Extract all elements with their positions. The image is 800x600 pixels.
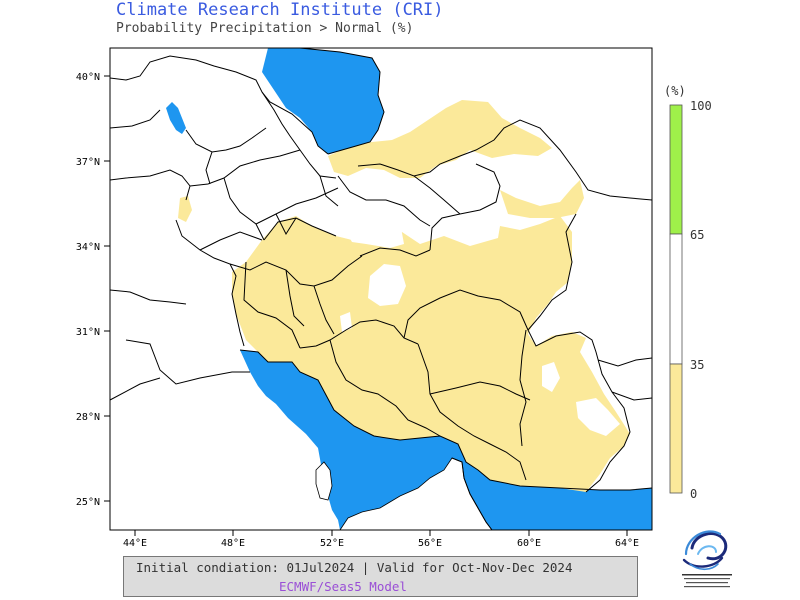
lat-tick-label: 40°N	[76, 72, 100, 83]
model-name-text: ECMWF/Seas5 Model	[279, 579, 407, 594]
colorbar: (%) 100 65 35 0	[664, 84, 712, 501]
normal-hole-2	[576, 398, 620, 436]
lat-tick-label: 25°N	[76, 497, 100, 508]
normal-hole-4	[346, 222, 404, 248]
lat-tick-label: 34°N	[76, 242, 100, 253]
lon-tick-label: 56°E	[418, 538, 442, 549]
colorbar-label: 100	[690, 99, 712, 113]
normal-hole-1	[368, 264, 406, 306]
map-title: Climate Research Institute (CRI)	[116, 0, 444, 20]
below-normal-region	[232, 216, 630, 492]
below-normal-north	[328, 100, 552, 178]
persian-gulf	[240, 350, 652, 530]
lat-tick-label: 28°N	[76, 412, 100, 423]
below-normal-northeast	[500, 180, 584, 218]
colorbar-label: 65	[690, 228, 704, 242]
normal-hole-3	[542, 362, 560, 392]
lon-tick-label: 48°E	[221, 538, 245, 549]
colorbar-label: 0	[690, 487, 697, 501]
borders	[110, 55, 652, 493]
lat-tick-label: 31°N	[76, 327, 100, 338]
below-normal-west	[178, 196, 192, 222]
lat-tick-label: 37°N	[76, 157, 100, 168]
colorbar-above-normal	[669, 104, 683, 235]
cri-logo-icon	[682, 530, 732, 588]
longitude-axis: 44°E 48°E 52°E 56°E 60°E 64°E	[123, 530, 639, 549]
lon-tick-label: 60°E	[517, 538, 541, 549]
coastlines	[239, 48, 652, 530]
initial-condition-text: Initial condiation: 01Jul2024 | Valid fo…	[136, 560, 573, 575]
qatar-peninsula	[315, 461, 333, 501]
latitude-axis: 40°N 37°N 34°N 31°N 28°N 25°N	[76, 72, 110, 508]
caspian-sea	[262, 48, 384, 154]
lon-tick-label: 64°E	[615, 538, 639, 549]
lon-tick-label: 52°E	[320, 538, 344, 549]
lake-urmia	[166, 102, 186, 134]
colorbar-unit: (%)	[664, 84, 686, 98]
info-footer: Initial condiation: 01Jul2024 | Valid fo…	[123, 556, 638, 597]
colorbar-normal	[669, 233, 683, 365]
map-subtitle: Probability Precipitation > Normal (%)	[116, 21, 414, 36]
colorbar-below-normal	[669, 363, 683, 494]
lon-tick-label: 44°E	[123, 538, 147, 549]
normal-hole-5	[340, 312, 352, 332]
colorbar-label: 35	[690, 358, 704, 372]
map-frame	[109, 47, 653, 531]
